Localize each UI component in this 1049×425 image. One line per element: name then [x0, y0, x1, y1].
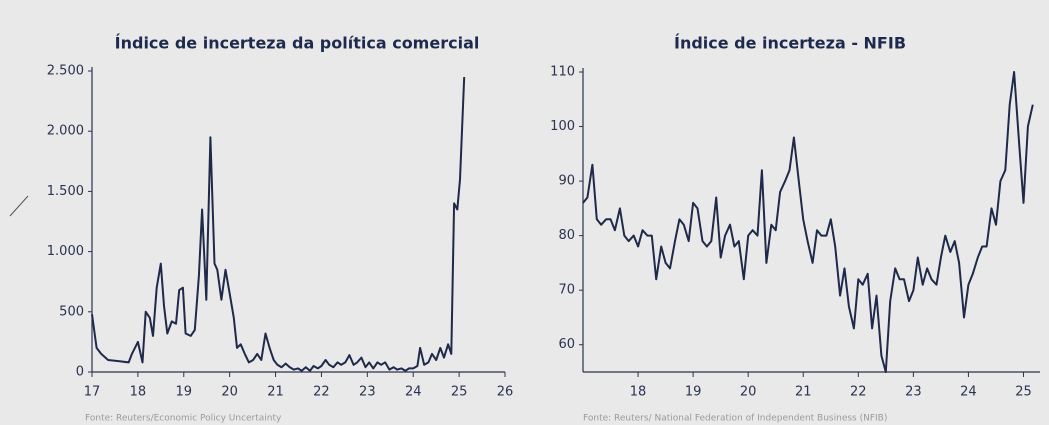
- data-line: [582, 71, 1034, 373]
- y-tick-label: 1.500: [47, 184, 84, 199]
- x-tick-label: 26: [497, 385, 514, 400]
- y-tick-label: 100: [550, 119, 575, 134]
- x-tick-label: 22: [850, 385, 867, 400]
- y-tick-label: 500: [59, 304, 84, 319]
- x-tick-label: 25: [451, 385, 468, 400]
- x-tick-label: 23: [359, 385, 376, 400]
- x-tick-label: 24: [405, 385, 422, 400]
- y-tick-label: 70: [558, 283, 575, 298]
- y-tick-label: 1.000: [47, 244, 84, 259]
- y-tick-label: 0: [76, 365, 84, 380]
- x-tick-label: 20: [740, 385, 757, 400]
- x-tick-label: 20: [221, 385, 238, 400]
- x-tick-label: 19: [685, 385, 702, 400]
- decoration: [9, 195, 29, 217]
- x-tick-label: 18: [130, 385, 147, 400]
- y-tick-label: 2.000: [47, 124, 84, 139]
- y-tick-label: 2.500: [47, 64, 84, 79]
- data-line: [91, 76, 466, 372]
- x-tick-label: 18: [630, 385, 647, 400]
- source: Fonte: Reuters/ National Federation of I…: [583, 414, 887, 424]
- chart-title: Índice de incerteza - NFIB: [674, 34, 906, 53]
- source: Fonte: Reuters/Economic Policy Uncertain…: [85, 414, 282, 424]
- y-tick-label: 60: [558, 337, 575, 352]
- x-tick-label: 21: [267, 385, 284, 400]
- x-tick-label: 21: [795, 385, 812, 400]
- x-tick-label: 25: [1015, 385, 1032, 400]
- x-tick-label: 19: [176, 385, 193, 400]
- y-tick-label: 90: [558, 174, 575, 189]
- chart-title: Índice de incerteza da política comercia…: [115, 34, 480, 53]
- x-tick-label: 24: [960, 385, 977, 400]
- y-tick-label: 110: [550, 65, 575, 80]
- y-tick-label: 80: [558, 228, 575, 243]
- x-tick-label: 17: [84, 385, 101, 400]
- x-tick-label: 22: [313, 385, 330, 400]
- x-tick-label: 23: [905, 385, 922, 400]
